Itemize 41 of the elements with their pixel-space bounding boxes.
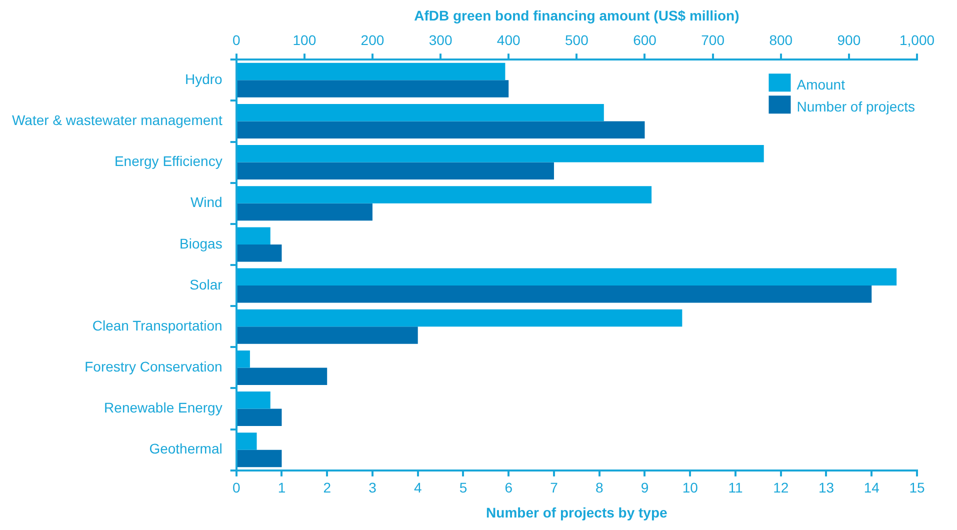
x-tick-label: 10 (682, 480, 698, 496)
y-tick-label: Geothermal (149, 440, 222, 457)
x-tick-label: 11 (728, 480, 743, 496)
y-tick-label: Water & wastewater management (12, 112, 222, 128)
x-tick-label: 14 (864, 480, 880, 496)
x2-tick-label: 300 (428, 32, 452, 48)
x2-tick-label: 400 (496, 32, 520, 48)
x-tick-label: 0 (232, 480, 240, 496)
legend-label: Amount (796, 76, 846, 92)
x-tick-label: 4 (414, 480, 422, 496)
y-tick-label: Wind (190, 194, 222, 210)
y-tick-label: Clean Transportation (92, 317, 222, 334)
x2-tick-label: 200 (360, 32, 384, 48)
x-tick-label: 8 (595, 480, 604, 496)
x-axis-title: Number of projects by type (486, 504, 668, 520)
y-tick-label: Biogas (180, 235, 222, 252)
x2-tick-label: 700 (701, 32, 725, 48)
x-tick-label: 9 (640, 480, 649, 496)
x-tick-label: 6 (504, 480, 513, 496)
x-tick-label: 15 (909, 480, 925, 496)
x2-tick-label: 1,000 (899, 32, 935, 48)
x2-axis-title: AfDB green bond financing amount (US$ million) (414, 7, 740, 24)
x2-tick-label: 600 (633, 32, 657, 48)
legend-label: Number of projects (796, 98, 916, 114)
y-tick-label: Hydro (184, 71, 223, 87)
x2-tick-label: 500 (564, 32, 589, 48)
x-tick-label: 12 (773, 480, 789, 496)
x-tick-label: 3 (368, 480, 377, 496)
x2-tick-label: 800 (769, 32, 793, 48)
y-tick-label: Energy Efficiency (114, 153, 222, 170)
y-tick-label: Renewable Energy (104, 400, 222, 416)
x-tick-label: 13 (818, 480, 834, 496)
y-tick-label: Forestry Conservation (84, 358, 222, 375)
x2-tick-label: 900 (837, 32, 861, 48)
y-tick-label: Solar (190, 276, 223, 292)
x-tick-label: 2 (323, 480, 332, 496)
x-tick-label: 7 (550, 480, 558, 496)
x-tick-label: 5 (459, 480, 468, 496)
x2-tick-label: 0 (232, 32, 240, 48)
x-tick-label: 1 (278, 480, 286, 496)
x2-tick-label: 100 (292, 32, 316, 48)
